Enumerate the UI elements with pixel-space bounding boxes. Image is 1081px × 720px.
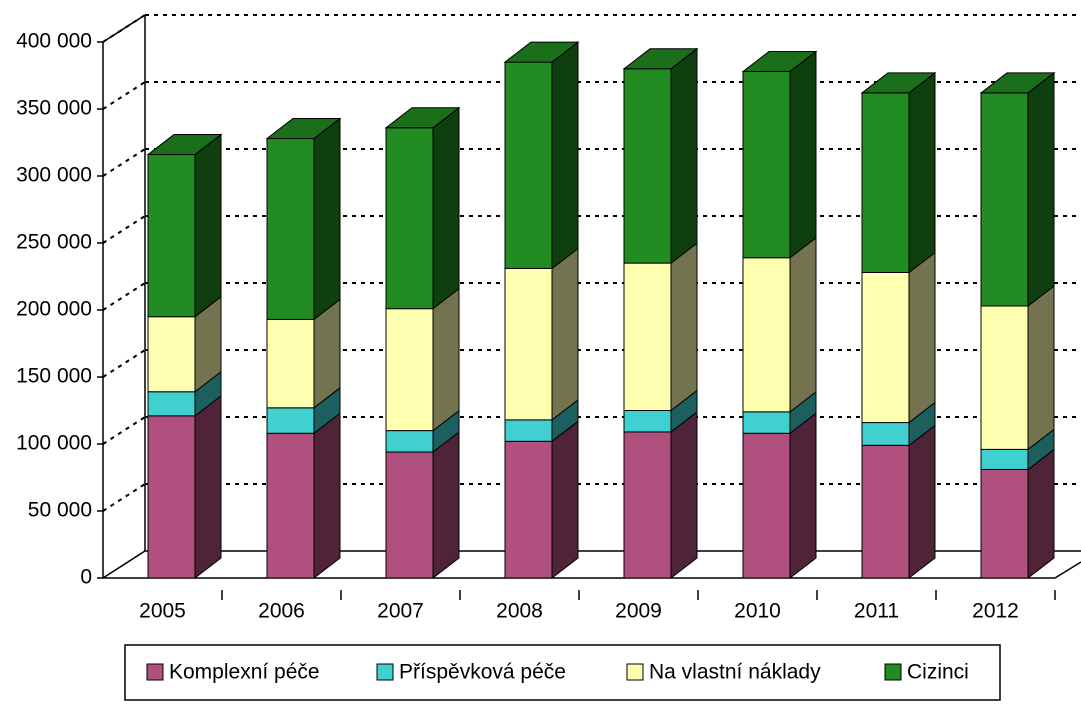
x-tick-label: 2009 — [615, 600, 662, 623]
bar-side — [670, 242, 698, 412]
legend-label: Komplexní péče — [169, 661, 320, 684]
x-tick-label: 2010 — [734, 600, 781, 623]
bar-side — [313, 412, 341, 580]
bar — [980, 468, 1029, 579]
bar — [623, 410, 672, 433]
bar-side — [670, 410, 698, 580]
bar-top — [979, 72, 1056, 94]
bar-top — [265, 117, 342, 139]
bar — [861, 271, 910, 424]
bar — [861, 444, 910, 579]
bar — [742, 70, 791, 259]
bar-side — [551, 247, 579, 421]
bar — [385, 308, 434, 432]
y-tick-label: 400 000 — [16, 30, 92, 53]
y-tick-label: 350 000 — [16, 97, 92, 120]
bar-side — [551, 41, 579, 270]
legend-swatch — [376, 663, 394, 681]
legend-label: Na vlastní náklady — [649, 661, 821, 684]
legend-swatch — [626, 663, 644, 681]
bar-side — [432, 106, 460, 310]
x-tick-label: 2006 — [258, 600, 305, 623]
legend-label: Příspěvková péče — [399, 661, 566, 684]
bar — [742, 432, 791, 579]
bar-side — [313, 117, 341, 321]
legend-label: Cizinci — [907, 661, 969, 684]
bar-side — [432, 287, 460, 432]
grid-line — [102, 81, 146, 110]
bar — [861, 422, 910, 446]
bar — [504, 61, 553, 269]
bar-top — [741, 50, 818, 72]
bar — [980, 305, 1029, 450]
bar — [266, 137, 315, 320]
x-tick-label: 2005 — [139, 600, 186, 623]
x-tick-label: 2007 — [377, 600, 424, 623]
grid-line — [102, 282, 146, 311]
bar — [742, 257, 791, 413]
grid-line — [102, 349, 146, 378]
bar-side — [908, 424, 936, 580]
y-tick-label: 250 000 — [16, 231, 92, 254]
bar — [623, 68, 672, 264]
bar — [385, 451, 434, 579]
bar-side — [908, 251, 936, 424]
bar — [266, 407, 315, 434]
bar — [147, 391, 196, 417]
bar-top — [622, 48, 699, 70]
x-tick-label: 2011 — [854, 600, 899, 623]
bar-top — [146, 134, 223, 156]
bar-side — [194, 133, 222, 318]
bar — [147, 316, 196, 393]
bar-side — [194, 394, 222, 580]
bar — [623, 431, 672, 579]
bar-side — [551, 420, 579, 580]
bar — [147, 154, 196, 318]
bar — [385, 127, 434, 310]
bar — [147, 415, 196, 579]
bar — [861, 92, 910, 273]
bar-side — [789, 412, 817, 580]
bar-top — [503, 41, 580, 63]
bar — [980, 448, 1029, 470]
bar-top — [384, 107, 461, 129]
grid-line — [102, 148, 146, 177]
bar-side — [908, 71, 936, 274]
bar — [504, 267, 553, 421]
bar — [266, 432, 315, 579]
bar-side — [432, 431, 460, 580]
bar — [980, 92, 1029, 307]
bar — [623, 262, 672, 411]
bar-side — [670, 47, 698, 265]
bar — [504, 419, 553, 442]
legend-box — [124, 644, 1001, 701]
bar-side — [789, 50, 817, 259]
legend-swatch — [884, 663, 902, 681]
bar-side — [1027, 448, 1055, 580]
bar-side — [789, 236, 817, 413]
grid-line — [102, 215, 146, 244]
y-tick-label: 200 000 — [16, 298, 92, 321]
bar-side — [1027, 284, 1055, 451]
y-tick-label: 300 000 — [16, 164, 92, 187]
legend-swatch — [146, 663, 164, 681]
bar-side — [1027, 71, 1055, 307]
bar-top — [860, 72, 937, 94]
y-tick-label: 100 000 — [16, 432, 92, 455]
y-tick-label: 150 000 — [16, 365, 92, 388]
floor-right — [1054, 561, 1081, 579]
x-tick-label: 2008 — [496, 600, 543, 623]
bar — [385, 430, 434, 453]
y-axis-top — [102, 14, 146, 43]
bar — [504, 440, 553, 579]
bar — [266, 318, 315, 409]
y-tick-label: 50 000 — [28, 499, 92, 522]
y-tick-label: 0 — [80, 566, 92, 589]
bar — [742, 411, 791, 434]
grid-line — [102, 416, 146, 445]
grid-line — [102, 483, 146, 512]
x-tick-label: 2012 — [972, 600, 1019, 623]
